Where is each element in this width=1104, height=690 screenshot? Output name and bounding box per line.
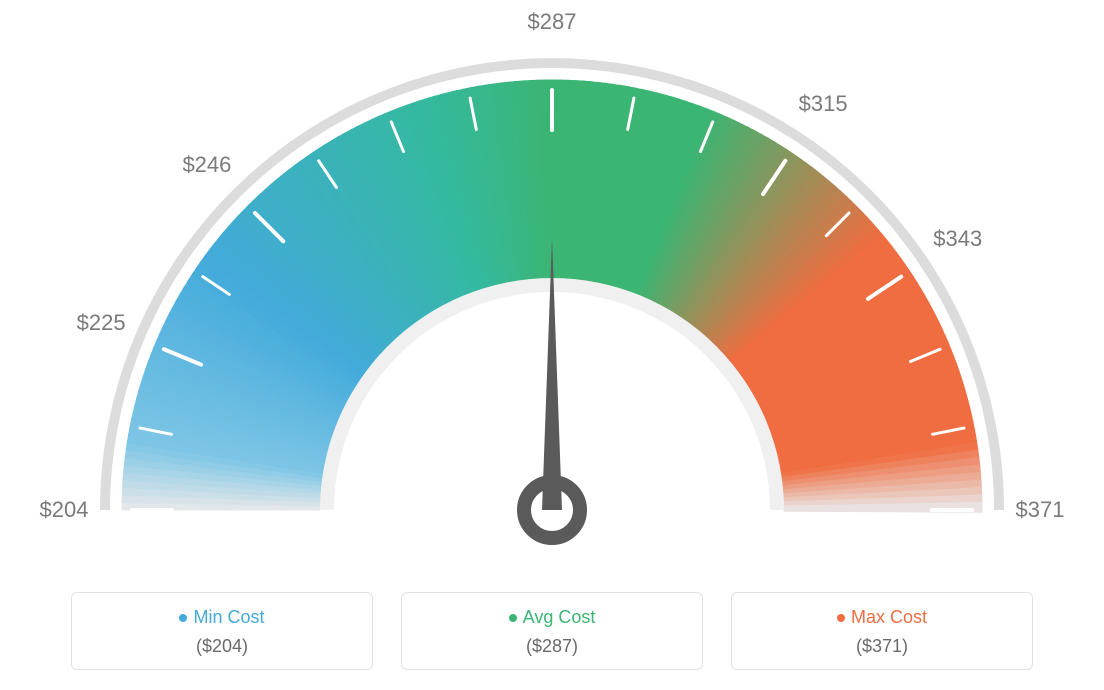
- legend-row: Min Cost ($204) Avg Cost ($287) Max Cost…: [0, 592, 1104, 670]
- gauge-tick-label: $246: [182, 152, 231, 178]
- gauge-tick-label: $225: [77, 310, 126, 336]
- gauge: $204 $225 $246 $287 $315 $343 $371: [0, 0, 1104, 580]
- legend-card-min: Min Cost ($204): [71, 592, 373, 670]
- gauge-tick-label: $371: [1016, 497, 1065, 523]
- legend-card-avg: Avg Cost ($287): [401, 592, 703, 670]
- legend-min-label: Min Cost: [193, 607, 264, 627]
- gauge-tick-label: $343: [933, 226, 982, 252]
- legend-card-max: Max Cost ($371): [731, 592, 1033, 670]
- gauge-tick-label: $204: [40, 497, 89, 523]
- legend-avg-label: Avg Cost: [523, 607, 596, 627]
- dot-icon-max: [837, 614, 845, 622]
- legend-avg-value: ($287): [402, 636, 702, 657]
- legend-max-value: ($371): [732, 636, 1032, 657]
- dot-icon-min: [179, 614, 187, 622]
- dot-icon-avg: [509, 614, 517, 622]
- gauge-tick-label: $287: [528, 9, 577, 35]
- legend-max-title: Max Cost: [732, 607, 1032, 628]
- legend-min-value: ($204): [72, 636, 372, 657]
- gauge-svg: [0, 0, 1104, 580]
- legend-min-title: Min Cost: [72, 607, 372, 628]
- gauge-tick-label: $315: [799, 91, 848, 117]
- chart-container: $204 $225 $246 $287 $315 $343 $371 Min Cost ($…: [0, 0, 1104, 690]
- legend-max-label: Max Cost: [851, 607, 927, 627]
- legend-avg-title: Avg Cost: [402, 607, 702, 628]
